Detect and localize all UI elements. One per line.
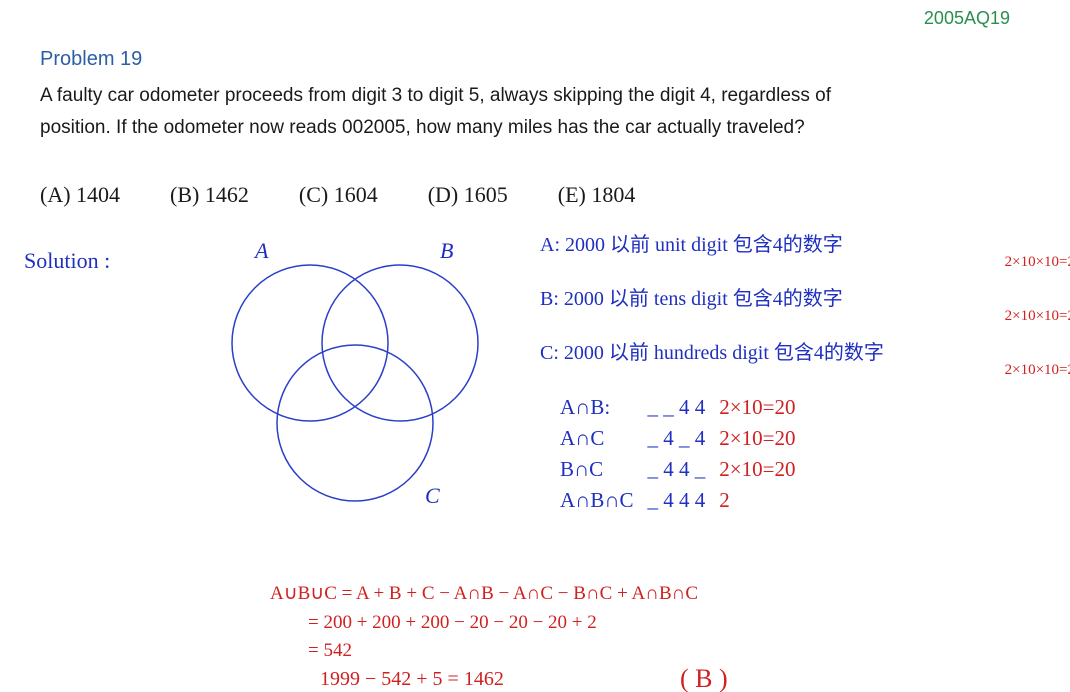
inter-ac-label: A∩C [560, 423, 648, 454]
page: 2005AQ19 Problem 19 A faulty car odomete… [0, 0, 1070, 692]
venn-circle-b [322, 265, 478, 421]
inter-ac-row: A∩C _ 4 _ 4 2×10=20 [560, 423, 809, 454]
set-definitions: A: 2000 以前 unit digit 包含4的数字 2×10×10=200… [540, 228, 1070, 390]
set-c-text: C: 2000 以前 hundreds digit 包含4的数字 [540, 336, 1070, 365]
venn-label-c: C [425, 483, 440, 508]
inter-ac-pattern: _ 4 _ 4 [648, 423, 720, 454]
inter-abc-calc: 2 [719, 485, 809, 516]
inter-abc-label: A∩B∩C [560, 485, 648, 516]
answer-choices: (A) 1404 (B) 1462 (C) 1604 (D) 1605 (E) … [40, 182, 940, 208]
venn-label-a: A [253, 238, 269, 263]
inter-abc-row: A∩B∩C _ 4 4 4 2 [560, 485, 809, 516]
set-a-row: A: 2000 以前 unit digit 包含4的数字 2×10×10=200 [540, 228, 1070, 276]
set-b-calc: 2×10×10=200 [1005, 308, 1070, 325]
inter-abc-pattern: _ 4 4 4 [648, 485, 720, 516]
venn-circle-c [277, 345, 433, 501]
set-a-text: A: 2000 以前 unit digit 包含4的数字 [540, 228, 1070, 257]
inter-ab-pattern: _ _ 4 4 [648, 392, 720, 423]
solution-label: Solution : [24, 248, 110, 274]
problem-title: Problem 19 [40, 48, 142, 71]
choice-c: (C) 1604 [299, 182, 378, 208]
intersection-table: A∩B: _ _ 4 4 2×10=20 A∩C _ 4 _ 4 2×10=20… [560, 392, 809, 516]
set-c-calc: 2×10×10=200 [1005, 362, 1070, 379]
inter-ab-calc: 2×10=20 [719, 392, 809, 423]
inter-bc-label: B∩C [560, 454, 648, 485]
formula-line1: A∪B∪C = A + B + C − A∩B − A∩C − B∩C + A∩… [270, 583, 698, 604]
inter-bc-pattern: _ 4 4 _ [648, 454, 720, 485]
choice-d: (D) 1605 [428, 182, 508, 208]
set-b-text: B: 2000 以前 tens digit 包含4的数字 [540, 282, 1070, 311]
final-computation: 1999 − 542 + 5 = 1462 [320, 668, 504, 691]
inter-bc-row: B∩C _ 4 4 _ 2×10=20 [560, 454, 809, 485]
choice-a: (A) 1404 [40, 182, 120, 208]
formula-line3: = 542 [270, 640, 352, 661]
choice-e: (E) 1804 [558, 182, 636, 208]
exam-id: 2005AQ19 [924, 8, 1010, 29]
inter-ab-label: A∩B: [560, 392, 648, 423]
inclusion-exclusion-formula: A∪B∪C = A + B + C − A∩B − A∩C − B∩C + A∩… [270, 580, 698, 666]
inter-ab-row: A∩B: _ _ 4 4 2×10=20 [560, 392, 809, 423]
set-a-calc: 2×10×10=200 [1005, 254, 1070, 271]
final-answer: ( B ) [680, 664, 728, 692]
venn-circle-a [232, 265, 388, 421]
inter-ac-calc: 2×10=20 [719, 423, 809, 454]
set-c-row: C: 2000 以前 hundreds digit 包含4的数字 2×10×10… [540, 336, 1070, 384]
problem-statement: A faulty car odometer proceeds from digi… [40, 80, 860, 145]
venn-label-b: B [440, 238, 453, 263]
choice-b: (B) 1462 [170, 182, 249, 208]
formula-line2: = 200 + 200 + 200 − 20 − 20 − 20 + 2 [270, 612, 597, 633]
inter-bc-calc: 2×10=20 [719, 454, 809, 485]
set-b-row: B: 2000 以前 tens digit 包含4的数字 2×10×10=200 [540, 282, 1070, 330]
venn-diagram: A B C [200, 228, 510, 538]
